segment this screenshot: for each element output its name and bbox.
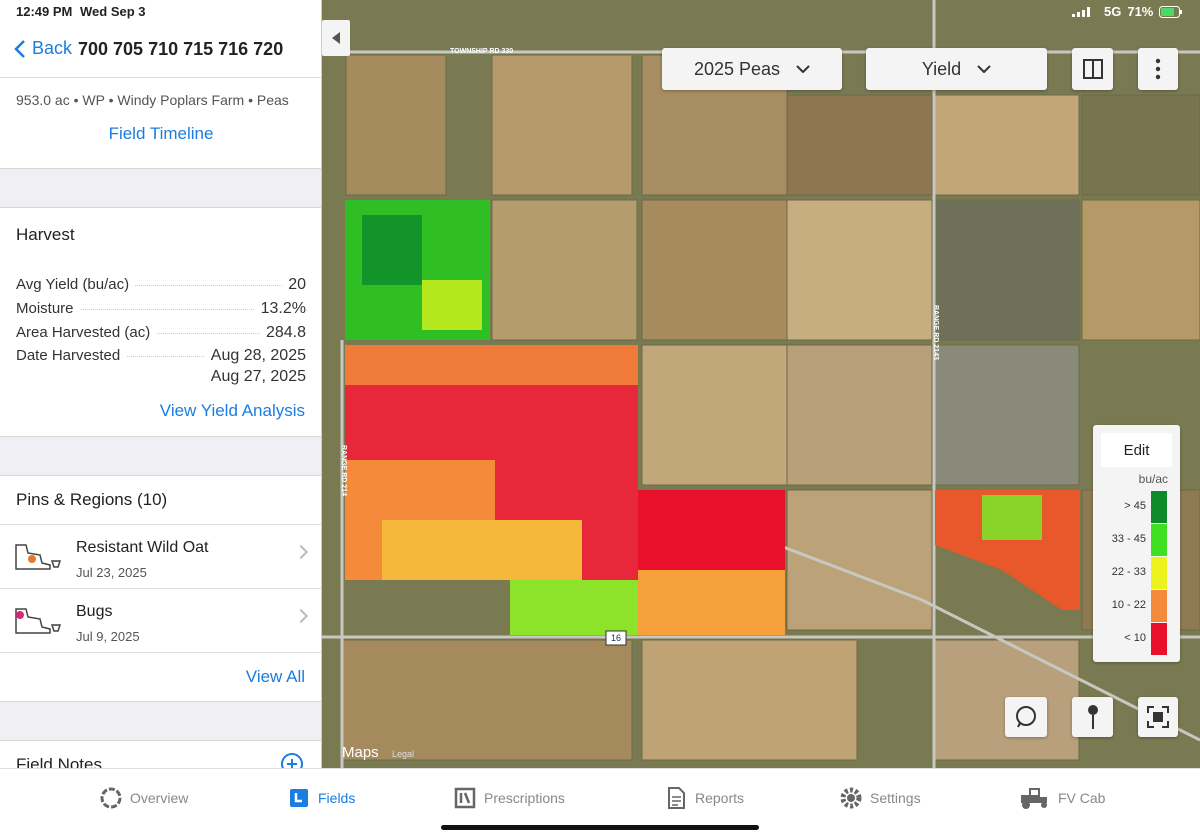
legend-swatch <box>1151 590 1167 622</box>
harvest-value: Aug 28, 2025 <box>204 347 306 365</box>
tab[interactable]: Overview <box>100 787 188 809</box>
tab-label: Settings <box>870 790 921 806</box>
nav-title: 700 705 710 715 716 720 <box>78 39 284 59</box>
tab[interactable]: Settings <box>840 787 921 809</box>
harvest-value: 20 <box>282 276 306 294</box>
chevron <box>293 544 309 560</box>
harvest-title: Harvest <box>16 225 75 244</box>
add-note-button[interactable] <box>280 752 304 768</box>
field-summary: 953.0 ac • WP • Windy Poplars Farm • Pea… <box>16 92 289 108</box>
tab[interactable]: FV Cab <box>1020 787 1105 809</box>
legend-label: 22 - 33 <box>1111 566 1146 578</box>
layer-label: Yield <box>921 58 962 79</box>
fit-view-button[interactable] <box>1138 697 1178 737</box>
layer-dropdown[interactable]: Yield <box>866 48 1047 90</box>
yield-layer <box>345 200 1080 635</box>
tab[interactable]: Prescriptions <box>454 787 565 809</box>
legend-label: 10 - 22 <box>1111 599 1146 611</box>
pin-item[interactable]: Resistant Wild Oat Jul 23, 2025 <box>0 524 321 588</box>
yield-legend: Edit bu/ac > 45 33 - 45 22 - 33 10 - 22 < 10 <box>1093 425 1180 662</box>
more-menu[interactable] <box>1138 48 1178 90</box>
pin-date: Jul 23, 2025 <box>76 565 147 580</box>
view-all-link[interactable]: View All <box>245 667 305 686</box>
dots <box>16 285 306 286</box>
road-label: RANGE RD 214 <box>340 445 347 496</box>
dots <box>16 333 306 334</box>
legend-unit: bu/ac <box>1138 472 1168 486</box>
harvest-row: Avg Yield (bu/ac) 20 <box>16 276 306 298</box>
pin-name: Bugs <box>76 603 113 620</box>
season-dropdown[interactable]: 2025 Peas <box>662 48 842 90</box>
back-button[interactable]: Back <box>14 38 72 59</box>
farmland <box>341 54 1200 761</box>
tab-label: FV Cab <box>1058 790 1106 806</box>
home-indicator <box>441 825 759 830</box>
drop-pin-button[interactable] <box>1072 697 1113 737</box>
legend-swatch <box>1151 557 1167 589</box>
back-label: Back <box>32 38 73 58</box>
legend-swatch <box>1151 524 1167 556</box>
harvest-value: 13.2% <box>254 300 306 318</box>
tab[interactable]: Fields <box>288 787 355 809</box>
tab[interactable]: Reports <box>665 787 744 809</box>
map[interactable]: TOWNSHIP RD 330 RANGE RD 2143 RANGE RD 2… <box>322 0 1200 768</box>
legend-edit[interactable]: Edit <box>1101 433 1172 467</box>
legend-swatch <box>1151 491 1167 523</box>
legend-label: < 10 <box>1124 632 1146 644</box>
legend-swatch <box>1151 623 1167 655</box>
draw-region-button[interactable] <box>1005 697 1047 737</box>
season-label: 2025 Peas <box>693 58 781 79</box>
chevron <box>293 608 309 624</box>
legend-label: 33 - 45 <box>1111 533 1146 545</box>
separator <box>0 436 321 476</box>
status-date: Wed Sep 3 <box>80 4 146 19</box>
split-view-button[interactable] <box>1072 48 1113 90</box>
legend-label: > 45 <box>1124 500 1146 512</box>
dots <box>16 356 306 357</box>
tab-label: Overview <box>130 790 189 806</box>
pin-item[interactable]: Bugs Jul 9, 2025 <box>0 588 321 652</box>
harvest-row: Area Harvested (ac) 284.8 <box>16 324 306 346</box>
harvest-row: Moisture 13.2% <box>16 300 306 322</box>
harvest-row: Date Harvested Aug 28, 2025 Aug 27, 2025 <box>16 347 306 391</box>
network: 5G <box>1104 4 1122 19</box>
highway-shield: 16 <box>611 633 621 643</box>
pin-dot <box>28 555 36 563</box>
tab-label: Fields <box>318 790 356 806</box>
yield-analysis-link[interactable]: View Yield Analysis <box>159 401 305 420</box>
road-label: TOWNSHIP RD 330 <box>450 48 513 55</box>
pin-dot <box>16 611 24 619</box>
tab-label: Reports <box>695 790 745 806</box>
field-timeline-link[interactable]: Field Timeline <box>108 124 214 143</box>
harvest-label: Avg Yield (bu/ac) <box>16 276 136 293</box>
harvest-label: Area Harvested (ac) <box>16 324 157 341</box>
pin-name: Resistant Wild Oat <box>76 539 209 556</box>
separator <box>0 168 321 208</box>
pin-date: Jul 9, 2025 <box>76 629 140 644</box>
maps-attribution: Maps <box>342 744 379 761</box>
status-time: 12:49 PM <box>16 4 73 19</box>
harvest-value: 284.8 <box>259 324 306 342</box>
back-chevron <box>14 39 25 58</box>
pin-thumbnail <box>14 543 62 571</box>
field-notes-title: Field Notes <box>16 755 102 768</box>
battery-percent: 71% <box>1127 4 1154 19</box>
pins-title: Pins & Regions (10) <box>16 490 168 509</box>
dots <box>16 309 306 310</box>
pin-thumbnail <box>14 607 62 635</box>
status-indicators: 5G 71% <box>1072 4 1183 19</box>
tab-bar: Overview Fields Prescriptions Reports Settin… <box>0 768 1200 838</box>
legal-link[interactable]: Legal <box>392 749 414 759</box>
harvest-value: Aug 27, 2025 <box>204 368 306 386</box>
field-panel: 12:49 PM Wed Sep 3 Back 700 705 710 715 … <box>0 0 322 768</box>
harvest-label: Moisture <box>16 300 80 317</box>
harvest-label: Date Harvested <box>16 347 127 364</box>
separator <box>0 701 321 741</box>
tab-label: Prescriptions <box>484 790 565 806</box>
road-label: RANGE RD 2143 <box>932 305 939 360</box>
